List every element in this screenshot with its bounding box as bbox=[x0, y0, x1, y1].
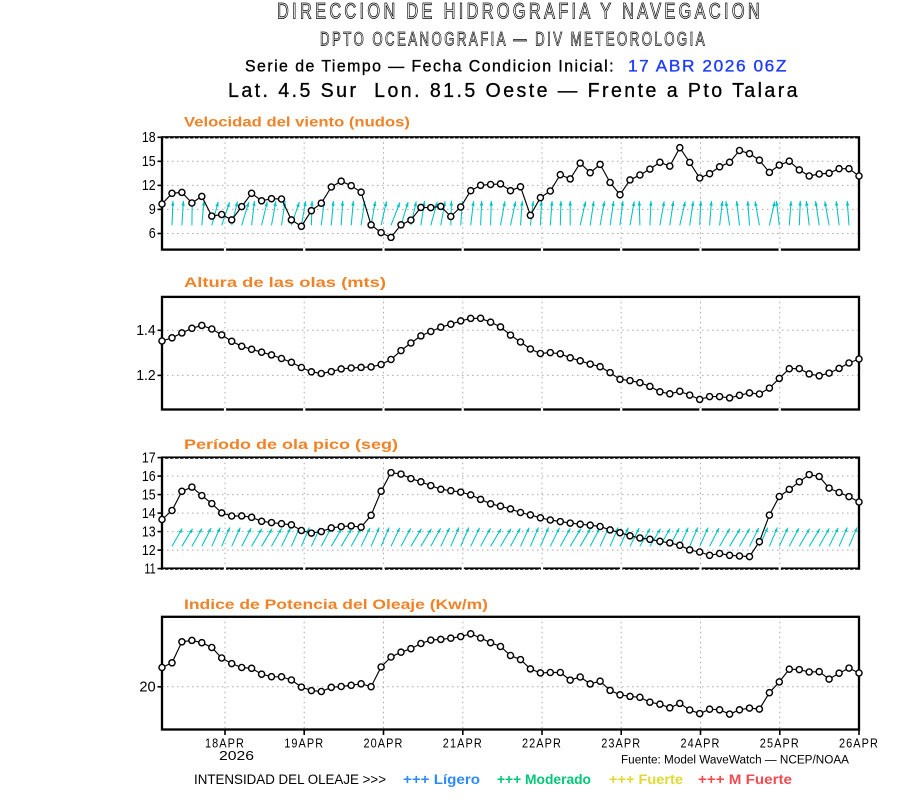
svg-text:+++ M Fuerte: +++ M Fuerte bbox=[698, 772, 792, 787]
svg-text:+++ Moderado: +++ Moderado bbox=[497, 772, 591, 787]
svg-text:14: 14 bbox=[142, 505, 156, 522]
svg-text:21APR: 21APR bbox=[443, 736, 483, 751]
svg-text:26APR: 26APR bbox=[839, 736, 879, 751]
svg-text:DPTO OCEANOGRAFIA — DIV METEOR: DPTO OCEANOGRAFIA — DIV METEOROLOGIA bbox=[320, 30, 707, 51]
svg-text:24APR: 24APR bbox=[681, 736, 721, 751]
svg-text:12: 12 bbox=[142, 542, 156, 559]
svg-text:16: 16 bbox=[142, 468, 156, 485]
svg-text:Serie de Tiempo — Fecha Condic: Serie de Tiempo — Fecha Condicion Inicia… bbox=[245, 58, 615, 76]
svg-text:1.4: 1.4 bbox=[136, 322, 156, 339]
svg-text:20APR: 20APR bbox=[364, 736, 404, 751]
svg-text:Indice de Potencia del Oleaje: Indice de Potencia del Oleaje (Kw/m) bbox=[184, 596, 488, 612]
svg-text:17: 17 bbox=[142, 449, 156, 466]
svg-text:15: 15 bbox=[142, 486, 156, 503]
svg-text:+++ Lígero: +++ Lígero bbox=[403, 772, 480, 787]
svg-text:6: 6 bbox=[149, 225, 156, 242]
svg-text:Altura de las olas (mts): Altura de las olas (mts) bbox=[184, 274, 386, 290]
svg-text:19APR: 19APR bbox=[284, 736, 324, 751]
svg-text:22APR: 22APR bbox=[522, 736, 562, 751]
svg-text:25APR: 25APR bbox=[760, 736, 800, 751]
svg-text:13: 13 bbox=[142, 523, 156, 540]
svg-text:18APR: 18APR bbox=[205, 736, 245, 751]
svg-text:9: 9 bbox=[149, 201, 156, 218]
svg-text:Período de ola pico (seg): Período de ola pico (seg) bbox=[184, 436, 398, 452]
svg-text:INTENSIDAD DEL OLEAJE >>>: INTENSIDAD DEL OLEAJE >>> bbox=[194, 772, 386, 787]
svg-text:Fuente: Model WaveWatch — NCEP: Fuente: Model WaveWatch — NCEP/NOAA bbox=[621, 755, 849, 767]
svg-text:12: 12 bbox=[142, 177, 156, 194]
svg-text:15: 15 bbox=[142, 153, 156, 170]
svg-text:17 ABR 2026 06Z: 17 ABR 2026 06Z bbox=[628, 58, 788, 76]
svg-text:Lat. 4.5 Sur Lon. 81.5 Oeste: Lat. 4.5 Sur Lon. 81.5 Oeste — Frente a … bbox=[228, 80, 800, 102]
svg-text:Velocidad del viento (nudos): Velocidad del viento (nudos) bbox=[184, 113, 410, 129]
svg-text:18: 18 bbox=[142, 129, 156, 146]
svg-text:20: 20 bbox=[139, 679, 155, 696]
svg-text:1.2: 1.2 bbox=[136, 367, 156, 384]
svg-text:23APR: 23APR bbox=[601, 736, 641, 751]
svg-text:11: 11 bbox=[144, 560, 155, 577]
svg-text:DIRECCION DE HIDROGRAFIA Y NAV: DIRECCION DE HIDROGRAFIA Y NAVEGACION bbox=[277, 0, 763, 24]
svg-text:2026: 2026 bbox=[219, 748, 254, 763]
svg-text:+++ Fuerte: +++ Fuerte bbox=[609, 772, 683, 787]
